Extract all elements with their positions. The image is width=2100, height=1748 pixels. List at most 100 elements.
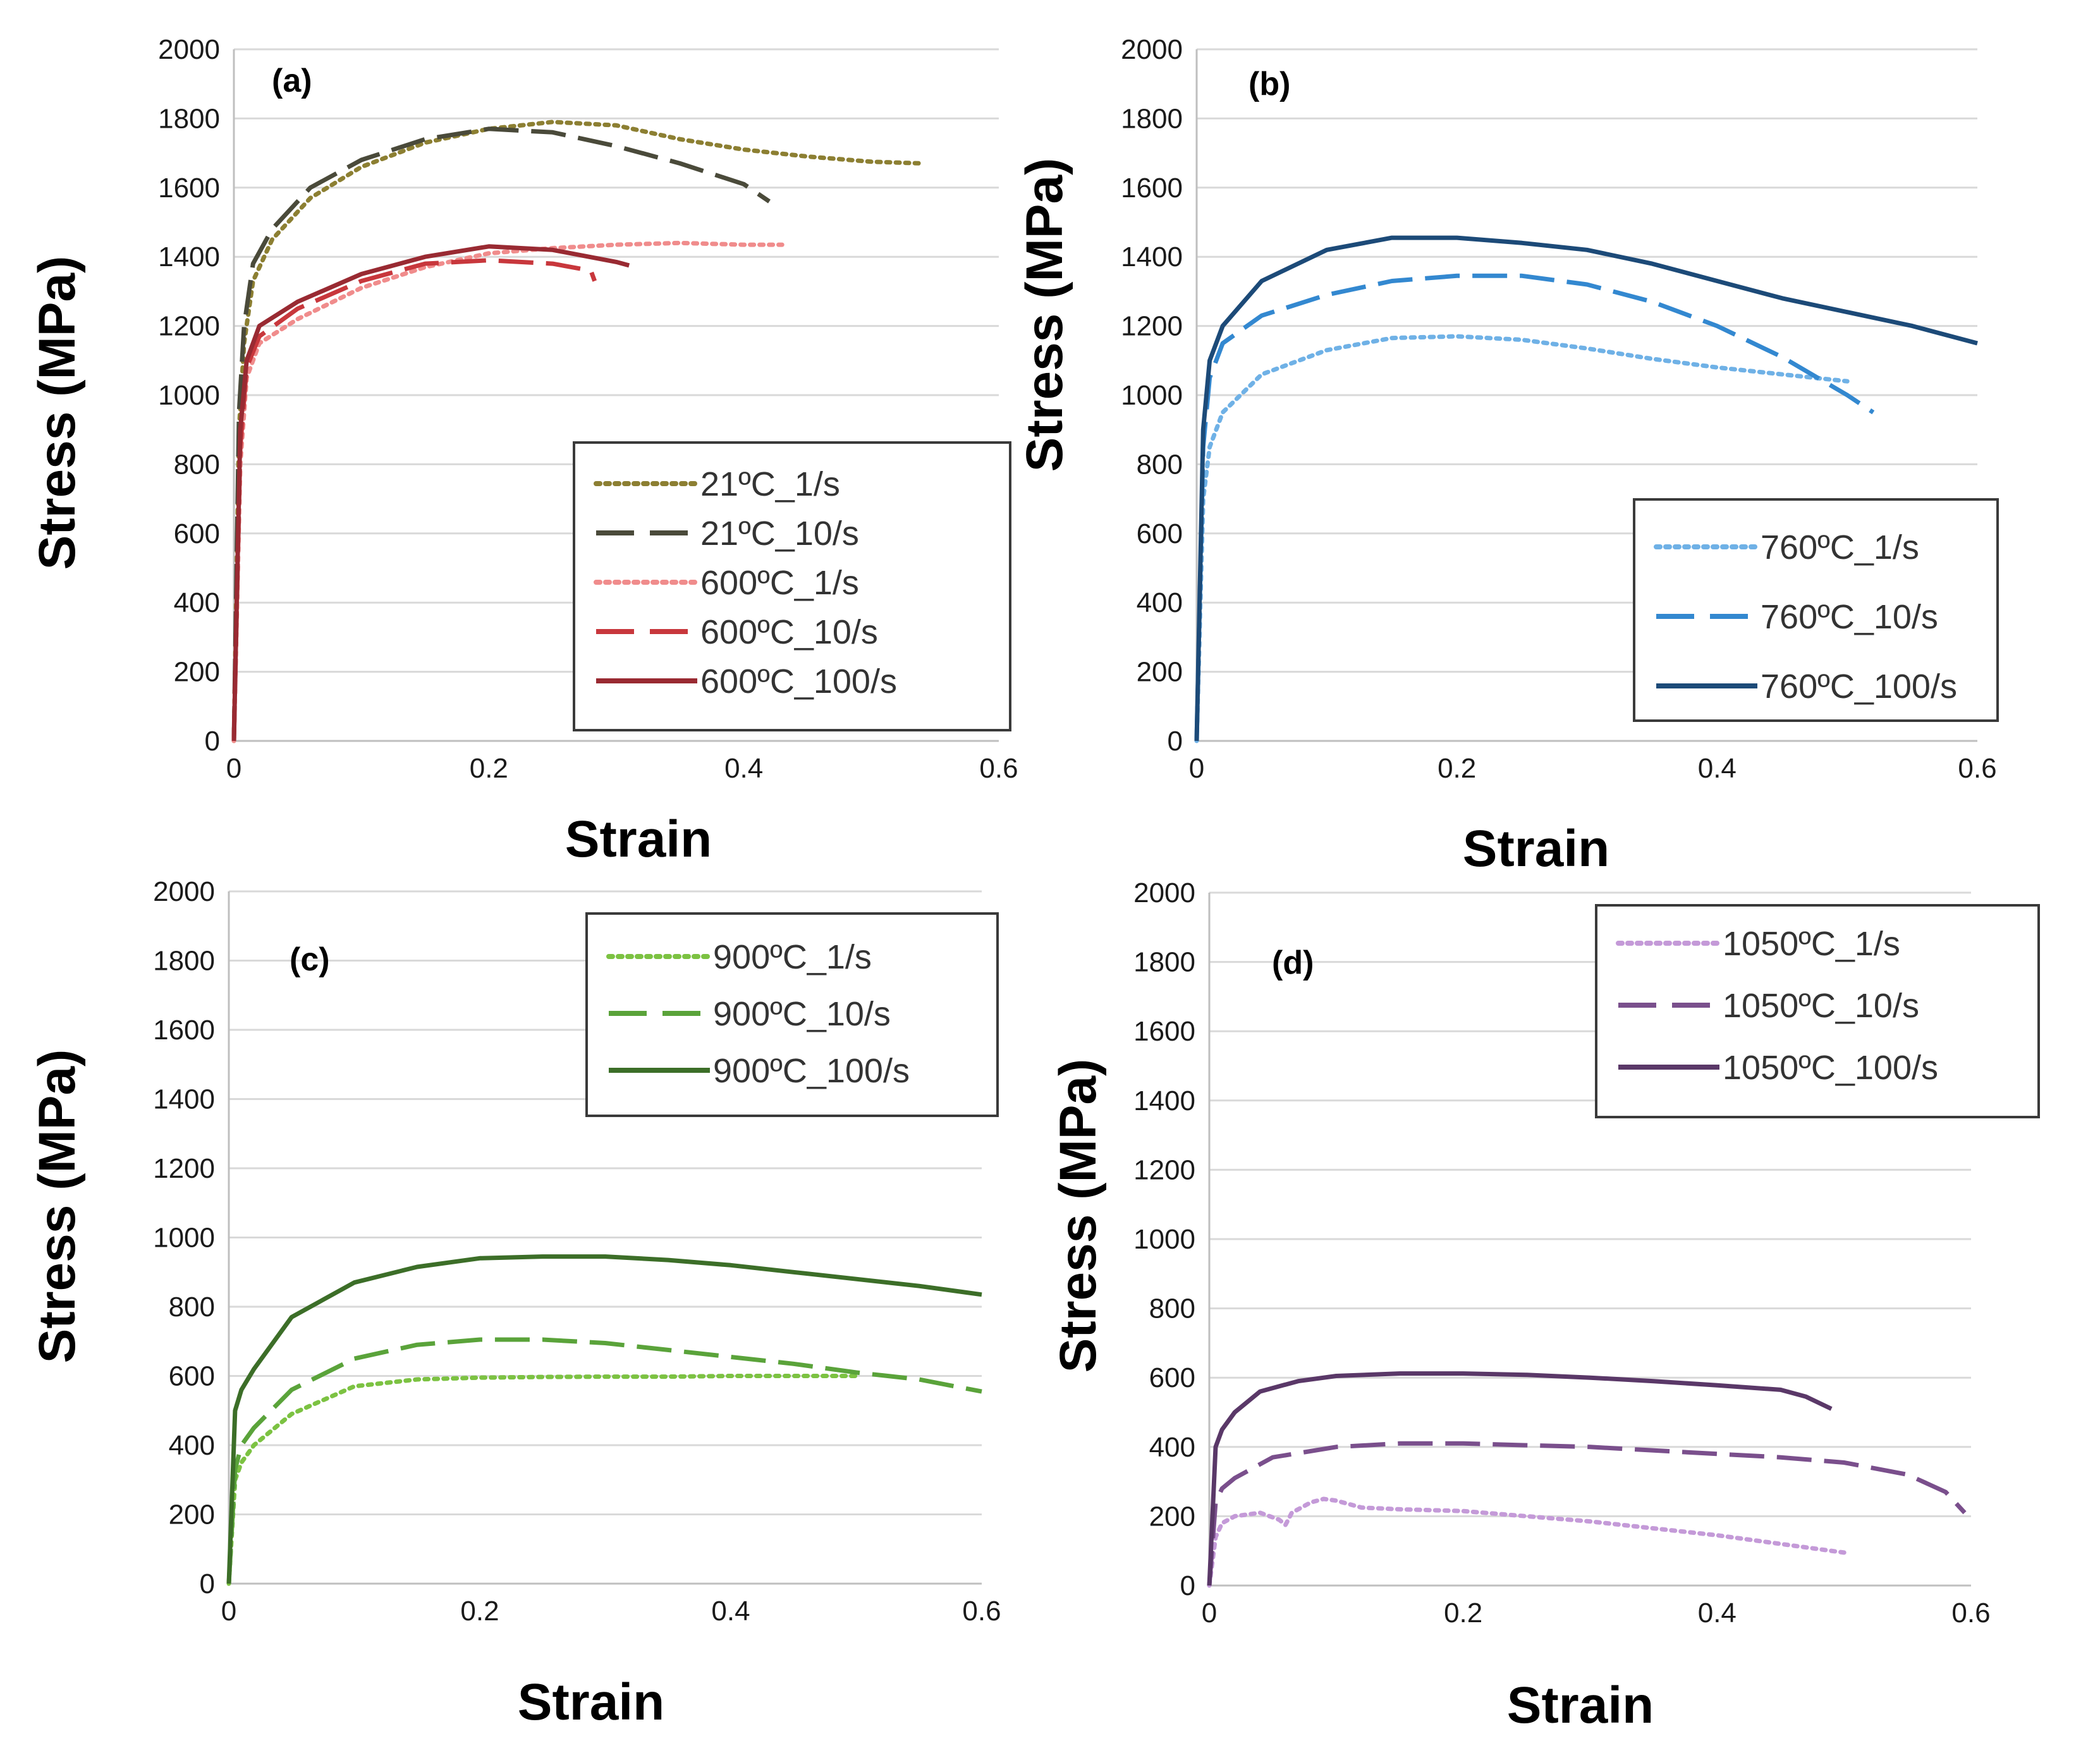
- legend-label: 21ºC_1/s: [700, 465, 840, 503]
- series-line: [226, 1254, 982, 1584]
- x-axis-title: Strain: [518, 1673, 664, 1731]
- legend: 900ºC_1/s 900ºC_10/s 900ºC_100/s: [585, 912, 999, 1117]
- legend-box: [1595, 904, 2040, 1118]
- legend-box: [585, 912, 999, 1117]
- series-line: [226, 1374, 858, 1586]
- series-line: [1194, 235, 1978, 742]
- series-line: [1207, 1371, 1833, 1586]
- x-axis-title: Strain: [1463, 820, 1609, 877]
- legend-label: 600ºC_10/s: [700, 613, 878, 651]
- legend-label: 760ºC_10/s: [1761, 598, 1938, 636]
- series-line: [1194, 273, 1875, 742]
- y-tick-label: 1200: [1133, 1154, 1195, 1185]
- y-tick-label: 800: [174, 449, 220, 480]
- y-tick-label: 2000: [158, 34, 220, 65]
- y-tick-label: 1000: [1133, 1224, 1195, 1255]
- y-tick-label: 2000: [1133, 877, 1195, 908]
- y-tick-label: 1000: [153, 1223, 215, 1254]
- y-tick-label: 1800: [158, 103, 220, 134]
- y-axis-title: Stress (MPa): [1016, 158, 1073, 472]
- x-tick-label: 0.6: [1951, 1598, 1990, 1629]
- y-axis-title: Stress (MPa): [28, 1049, 86, 1364]
- y-tick-label: 1000: [158, 380, 220, 411]
- y-tick-label: 400: [174, 587, 220, 618]
- legend-label: 600ºC_1/s: [700, 564, 859, 602]
- chart-panel: 0 200 400 600 800 1000 1200 1400 1600 1800 2000 0 0.…: [1049, 877, 2040, 1734]
- legend-label: 1050ºC_100/s: [1723, 1049, 1938, 1087]
- panel-label: (c): [290, 941, 330, 978]
- x-axis-title: Strain: [565, 810, 712, 868]
- chart-panel: 0 200 400 600 800 1000 1200 1400 1600 1800 2000 0 0.…: [1016, 34, 1999, 877]
- y-tick-label: 1800: [1133, 947, 1195, 978]
- x-tick-label: 0.4: [1698, 753, 1737, 784]
- x-tick-label: 0.6: [979, 753, 1018, 784]
- y-tick-label: 0: [200, 1568, 215, 1599]
- legend: 760ºC_1/s 760ºC_10/s 760ºC_100/s: [1633, 498, 1999, 722]
- legend-label: 21ºC_10/s: [700, 515, 859, 553]
- y-axis-title: Stress (MPa): [1049, 1059, 1107, 1373]
- y-tick-label: 200: [169, 1500, 215, 1531]
- x-tick-label: 0.4: [724, 753, 763, 784]
- y-tick-label: 600: [169, 1361, 215, 1392]
- y-tick-label: 400: [1137, 587, 1183, 618]
- y-tick-label: 200: [1137, 657, 1183, 688]
- x-tick-label: 0.6: [1958, 753, 1996, 784]
- x-tick-label: 0.2: [1444, 1598, 1482, 1629]
- x-tick-label: 0: [221, 1596, 236, 1627]
- y-tick-label: 1400: [1133, 1085, 1195, 1116]
- legend-label: 900ºC_10/s: [713, 995, 891, 1033]
- x-tick-label: 0: [1202, 1598, 1217, 1629]
- legend-label: 900ºC_100/s: [713, 1052, 910, 1090]
- legend-label: 900ºC_1/s: [713, 938, 872, 976]
- y-tick-label: 0: [1168, 726, 1183, 757]
- x-tick-label: 0.2: [470, 753, 508, 784]
- y-tick-label: 800: [169, 1292, 215, 1323]
- y-tick-label: 2000: [1121, 34, 1183, 65]
- panel-label: (b): [1248, 66, 1290, 102]
- y-tick-label: 800: [1149, 1293, 1195, 1324]
- y-tick-label: 1200: [153, 1153, 215, 1184]
- legend-label: 760ºC_1/s: [1761, 529, 1919, 566]
- x-tick-label: 0.6: [962, 1596, 1001, 1627]
- y-tick-label: 200: [1149, 1501, 1195, 1532]
- y-tick-label: 1200: [1121, 311, 1183, 342]
- y-tick-label: 600: [1137, 518, 1183, 549]
- legend: 1050ºC_1/s 1050ºC_10/s 1050ºC_100/s: [1595, 904, 2040, 1118]
- y-tick-label: 1200: [158, 311, 220, 342]
- y-tick-label: 800: [1137, 449, 1183, 480]
- x-tick-label: 0.2: [460, 1596, 499, 1627]
- legend-label: 1050ºC_10/s: [1723, 987, 1919, 1025]
- x-tick-label: 0.2: [1438, 753, 1476, 784]
- y-tick-label: 1600: [1133, 1016, 1195, 1047]
- y-tick-label: 1600: [1121, 173, 1183, 204]
- legend-label: 600ºC_100/s: [700, 663, 897, 700]
- y-tick-label: 0: [205, 726, 220, 757]
- chart-panel: 0 200 400 600 800 1000 1200 1400 1600 1800 2000 0 0.…: [28, 876, 1001, 1731]
- y-tick-label: 400: [169, 1430, 215, 1461]
- series-line: [231, 258, 597, 742]
- panel-label: (d): [1272, 944, 1314, 981]
- x-tick-label: 0.4: [711, 1596, 750, 1627]
- legend: 21ºC_1/s 21ºC_10/s 600ºC_1/s 600ºC_10/s 600º…: [573, 441, 1011, 731]
- y-axis-title: Stress (MPa): [28, 256, 86, 570]
- y-tick-label: 0: [1180, 1570, 1195, 1601]
- series-line: [1207, 1496, 1847, 1588]
- y-tick-label: 600: [1149, 1362, 1195, 1393]
- panel-label: (a): [272, 63, 312, 99]
- series-line: [1194, 334, 1850, 743]
- series-line: [231, 126, 771, 742]
- y-tick-label: 1800: [1121, 103, 1183, 134]
- series-line: [226, 1337, 982, 1584]
- y-tick-label: 1400: [1121, 241, 1183, 272]
- legend-label: 1050ºC_1/s: [1723, 925, 1900, 963]
- y-tick-label: 1800: [153, 946, 215, 977]
- y-tick-label: 200: [174, 657, 220, 688]
- x-tick-label: 0.4: [1698, 1598, 1737, 1629]
- y-tick-label: 600: [174, 518, 220, 549]
- y-tick-label: 1000: [1121, 380, 1183, 411]
- legend-label: 760ºC_100/s: [1761, 668, 1957, 706]
- series-line: [231, 244, 630, 742]
- series-line: [1207, 1441, 1967, 1586]
